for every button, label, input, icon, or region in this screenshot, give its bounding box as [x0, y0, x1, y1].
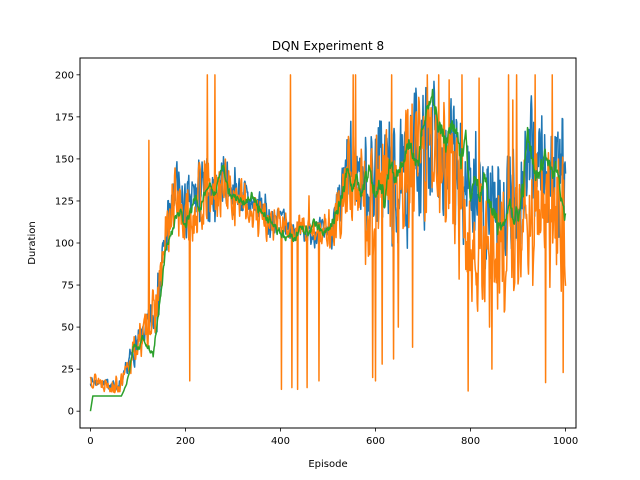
series-layer [89, 74, 567, 412]
x-axis-label: Episode [308, 459, 347, 470]
y-tick-label: 25 [61, 365, 74, 376]
y-tick-label: 125 [55, 196, 74, 207]
x-tick-label: 600 [366, 436, 385, 447]
y-tick-label: 100 [55, 239, 74, 250]
x-axis: 0 200 400 600 800 1000 [87, 428, 578, 447]
series-line-series-3 [89, 88, 567, 412]
y-axis-label: Duration [27, 221, 38, 264]
y-tick-label: 175 [55, 112, 74, 123]
x-tick-label: 800 [461, 436, 480, 447]
x-tick-label: 1000 [553, 436, 578, 447]
y-axis: 0 25 50 75 100 125 150 175 200 [55, 70, 80, 418]
x-tick-label: 200 [176, 436, 195, 447]
y-tick-label: 0 [68, 407, 74, 418]
x-tick-label: 400 [271, 436, 290, 447]
x-tick-label: 0 [87, 436, 93, 447]
y-tick-label: 200 [55, 70, 74, 81]
y-tick-label: 75 [61, 281, 74, 292]
chart-title: DQN Experiment 8 [272, 39, 384, 53]
y-tick-label: 50 [61, 323, 74, 334]
y-tick-label: 150 [55, 154, 74, 165]
series-line-series-2 [89, 74, 567, 394]
